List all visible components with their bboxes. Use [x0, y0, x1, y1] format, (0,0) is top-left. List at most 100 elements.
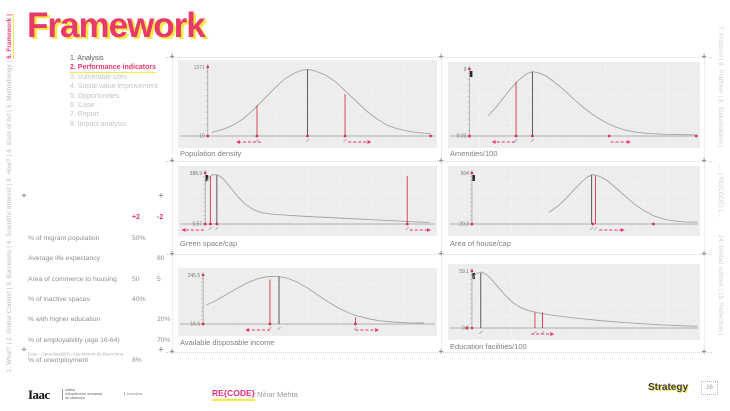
chart-population-density-plot: 1371 19	[178, 60, 437, 148]
registration-mark: +	[169, 248, 175, 259]
svg-text:9: 9	[464, 67, 467, 73]
svg-text:504: 504	[461, 171, 470, 177]
menu-item-4: 4. Social value improvement	[70, 82, 158, 91]
registration-mark: +	[701, 51, 707, 62]
indicator-label: Average life expectancy	[28, 255, 101, 263]
indicator-label: % of inactive spaces	[28, 295, 90, 303]
iaac-logo-subtext: institut d'arquitectura avançada de catalu…	[62, 388, 123, 401]
table-header-minus2: -2	[157, 214, 164, 222]
svg-text:59.1: 59.1	[459, 269, 469, 275]
indicator-plus2-value: 40%	[132, 295, 146, 303]
chart-education-facilities: 59.1 0.2	[448, 264, 700, 340]
indicator-plus2-value: 50	[132, 275, 140, 283]
chart-population-density: 1371 19	[178, 60, 437, 148]
chart-disposable-income: 245.5 16.6	[178, 268, 437, 336]
dotted-guide-line	[172, 51, 173, 354]
indicator-table: +2 -2 % of migrant population 50% Average li…	[28, 201, 171, 365]
registration-mark: +	[169, 346, 175, 357]
section-menu: 1. Analysis 2. Performance indicators 3. V…	[70, 54, 158, 129]
indicator-minus2-value: 70%	[157, 336, 171, 344]
indicator-label: % of employability (age 16-64)	[28, 336, 120, 344]
menu-item-5: 5. Opportunities	[70, 92, 158, 101]
dotted-guide-line	[166, 254, 712, 255]
svg-text:20.3: 20.3	[459, 222, 469, 228]
chart-label-disposable-income: Available disposable income	[180, 338, 275, 347]
registration-mark: +	[21, 190, 27, 201]
chart-green-space-plot: 388.9 0.57	[178, 166, 437, 236]
svg-text:19: 19	[199, 134, 205, 140]
svg-text:0.03: 0.03	[457, 134, 467, 140]
menu-item-1: 1. Analysis	[70, 54, 158, 63]
registration-mark: +	[158, 190, 164, 201]
registration-mark: +	[438, 346, 444, 357]
indicator-label: Area of commerce to housing	[28, 275, 117, 283]
indicator-plus2-value: 8%	[132, 357, 142, 365]
chart-green-space: 388.9 0.57	[178, 166, 437, 236]
recode-brand: RE{CODE}	[212, 388, 255, 401]
menu-item-3: 3. Vulnerable sites	[70, 73, 158, 82]
indicator-minus2-value: 20%	[157, 316, 171, 324]
chart-disposable-income-plot: 245.5 16.6	[178, 268, 437, 336]
menu-item-label: 1. Analysis	[70, 55, 104, 62]
menu-item-label: 3. Vulnerable sites	[70, 73, 128, 81]
right-rail-sections-1: 7. Protocol | 8. Platform | 9. Stakehold…	[717, 26, 723, 148]
menu-item-2: 2. Performance indicators	[70, 63, 158, 73]
left-rail-active-section: 6. Framework |	[7, 13, 14, 59]
registration-mark: +	[158, 344, 164, 355]
menu-item-label: 8. Impact analysis	[70, 120, 127, 128]
page-number: 26	[706, 385, 713, 391]
registration-mark: +	[169, 51, 175, 62]
chart-area-house: 504 20.3	[448, 166, 700, 236]
chart-area-house-plot: 504 20.3	[448, 166, 700, 236]
iaac-logo-subtext-line: d'arquitectura avançada	[65, 391, 103, 396]
chart-label-green-space: Green space/cap	[180, 239, 238, 248]
svg-text:16.6: 16.6	[190, 322, 200, 328]
indicator-plus2-value: 50%	[132, 234, 146, 242]
menu-item-8: 8. Impact analysis	[70, 120, 158, 129]
strategy-label: Strategy	[648, 382, 689, 393]
page-title: Framework	[27, 6, 206, 45]
menu-item-label: 6. Case	[70, 102, 95, 110]
iaac-logo: Iaac	[28, 387, 50, 402]
menu-item-label: 4. Social value improvement	[70, 83, 158, 91]
author-name: Nihar Mehta	[257, 390, 298, 399]
registration-mark: +	[701, 155, 707, 166]
iaac-logo-subtext-line: de catalunya	[65, 395, 85, 400]
chart-label-area-house: Area of house/cap	[450, 239, 511, 248]
svg-text:1371: 1371	[194, 65, 205, 71]
right-rail-sections-2: ... | RE(CODE) |...	[717, 165, 723, 217]
iaac-logo-subtext-line: institut	[65, 388, 76, 392]
data-source-caption: Data : OpendataBCN, Ajuntament de Barcel…	[28, 352, 124, 358]
right-nav-rail: 7. Protocol | 8. Platform | 9. Stakehold…	[717, 26, 723, 406]
registration-mark: +	[438, 155, 444, 166]
menu-item-label: 5. Opportunities	[70, 92, 120, 100]
iaac-logo-subtext-2: barcelona	[124, 392, 167, 396]
registration-mark: +	[701, 248, 707, 259]
left-nav-rail: 1. What? | 2. Global Context | 3. Barcel…	[7, 12, 14, 372]
indicator-label: % with higher education	[28, 316, 101, 324]
table-header-plus2: +2	[132, 214, 140, 222]
svg-text:388.9: 388.9	[190, 171, 203, 177]
indicator-minus2-value: 80	[157, 255, 165, 263]
menu-item-label: 2. Performance indicators	[70, 64, 156, 73]
svg-text:0.2: 0.2	[462, 326, 469, 332]
indicator-label: % of migrant population	[28, 234, 100, 242]
dotted-guide-line	[166, 161, 712, 162]
registration-mark: +	[438, 248, 444, 259]
svg-text:0.57: 0.57	[192, 222, 202, 228]
svg-text:245.5: 245.5	[188, 273, 201, 279]
chart-label-population-density: Population density	[180, 149, 242, 158]
registration-mark: +	[438, 51, 444, 62]
indicator-minus2-value: 5	[157, 275, 161, 283]
page-number-box: 26	[701, 381, 718, 395]
chart-amenities-plot: 90.03	[448, 62, 700, 148]
menu-item-6: 6. Case	[70, 101, 158, 110]
dotted-guide-line	[441, 51, 442, 354]
dotted-guide-line	[166, 57, 712, 58]
dotted-guide-line	[704, 51, 705, 354]
indicator-label: % of unemployment	[28, 357, 89, 365]
left-rail-sections: 1. What? | 2. Global Context | 3. Barcel…	[7, 58, 13, 372]
registration-mark: +	[701, 346, 707, 357]
registration-mark: +	[169, 155, 175, 166]
